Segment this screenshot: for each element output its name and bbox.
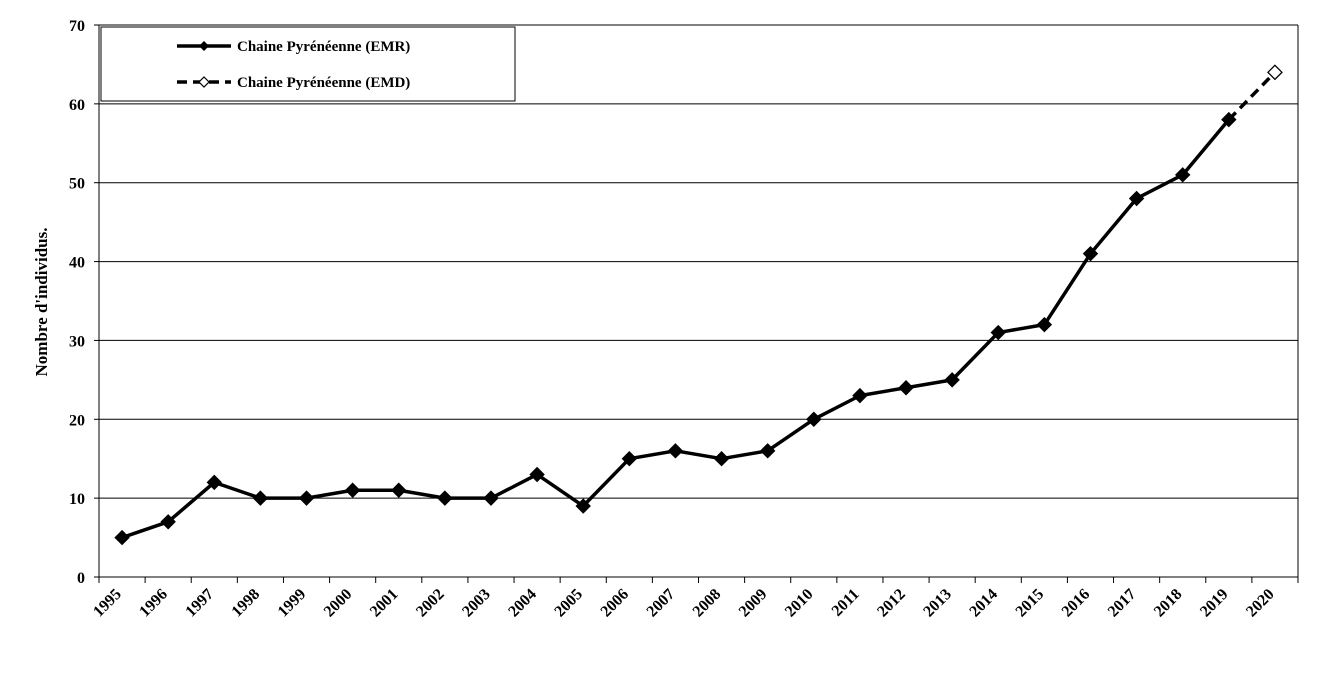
x-tick-label: 2015 xyxy=(1013,586,1048,621)
data-point-emr xyxy=(437,490,453,506)
x-tick-label: 1996 xyxy=(136,586,171,621)
y-tick-label: 40 xyxy=(69,255,85,272)
x-tick-label: 1998 xyxy=(229,586,264,621)
x-tick-label: 2013 xyxy=(920,586,955,621)
data-point-emr xyxy=(252,490,269,506)
data-point-emr xyxy=(713,451,730,467)
data-point-emr xyxy=(160,514,176,530)
legend-label-emr: Chaine Pyrénéenne (EMR) xyxy=(237,39,410,55)
series-line-emd xyxy=(1227,71,1277,121)
y-tick-label: 20 xyxy=(69,412,85,429)
data-point-emr xyxy=(391,482,407,498)
data-point-emr xyxy=(898,380,914,396)
data-point-emr xyxy=(298,490,315,506)
x-tick-label: 1995 xyxy=(90,586,125,621)
x-tick-label: 2010 xyxy=(782,586,817,621)
data-point-emr xyxy=(1128,190,1145,207)
x-tick-label: 2014 xyxy=(966,586,1001,621)
legend-marker-emd xyxy=(198,76,210,88)
x-tick-labels: 1995 1996 1997 1998 1999 2000 2001 2002 2003 2004… xyxy=(90,586,1278,621)
data-point-emr xyxy=(483,490,499,506)
x-tick-label: 2009 xyxy=(736,586,771,621)
x-tick-label: 2020 xyxy=(1243,586,1278,621)
data-point-emr xyxy=(759,443,776,459)
x-tick-label: 2008 xyxy=(690,586,725,621)
y-tick-label: 50 xyxy=(69,176,85,193)
legend: Chaine Pyrénéenne (EMR) Chaine Pyrénéenn… xyxy=(100,26,516,102)
data-point-emr xyxy=(114,529,130,546)
y-tick-label: 10 xyxy=(69,491,85,508)
legend-box xyxy=(100,26,516,102)
data-point-emr xyxy=(1082,245,1099,262)
x-tick-label: 2002 xyxy=(413,586,448,621)
data-point-emr xyxy=(206,474,222,491)
legend-marker-emr xyxy=(199,41,209,51)
data-point-emr xyxy=(944,372,960,388)
y-tick-label: 70 xyxy=(69,18,85,35)
y-tick-label: 60 xyxy=(69,97,85,114)
data-point-emr xyxy=(852,387,868,404)
x-tick-label: 2019 xyxy=(1197,586,1232,621)
data-point-emr xyxy=(667,443,684,459)
x-tick-label: 2007 xyxy=(644,586,679,621)
y-tick-label: 30 xyxy=(69,333,85,350)
data-point-emr xyxy=(575,498,591,514)
x-tick-label: 2006 xyxy=(598,586,633,621)
y-tick-labels: 0 10 20 30 40 50 60 70 xyxy=(69,18,85,587)
x-tick-label: 2017 xyxy=(1105,586,1140,621)
x-tick-label: 2005 xyxy=(551,586,586,621)
x-tick-label: 2018 xyxy=(1151,586,1186,621)
data-point-emr xyxy=(529,466,545,483)
x-tick-label: 2000 xyxy=(321,586,356,621)
x-tick-label: 1997 xyxy=(182,586,217,621)
x-tick-label: 1999 xyxy=(275,586,310,621)
data-point-emr xyxy=(806,411,822,427)
y-axis-title: Nombre d'individus. xyxy=(32,228,51,377)
x-tick-label: 2004 xyxy=(505,586,540,621)
legend-label-emd: Chaine Pyrénéenne (EMD) xyxy=(237,75,410,91)
x-tick-label: 2012 xyxy=(874,586,909,621)
x-tick-label: 2001 xyxy=(367,586,402,621)
data-point-emd xyxy=(1267,64,1283,81)
axes xyxy=(94,24,1299,583)
x-tick-label: 2016 xyxy=(1059,586,1094,621)
data-point-emr xyxy=(621,451,638,467)
data-point-emr xyxy=(1036,316,1053,333)
data-point-emr xyxy=(1221,111,1237,128)
data-point-emr xyxy=(1175,167,1191,183)
x-tick-label: 2003 xyxy=(459,586,494,621)
y-tick-label: 0 xyxy=(77,570,85,587)
data-point-emr xyxy=(344,482,361,498)
series-lines xyxy=(114,64,1283,546)
data-point-emr xyxy=(990,324,1006,341)
x-tick-label: 2011 xyxy=(829,586,863,620)
grid-lines xyxy=(99,24,1298,499)
